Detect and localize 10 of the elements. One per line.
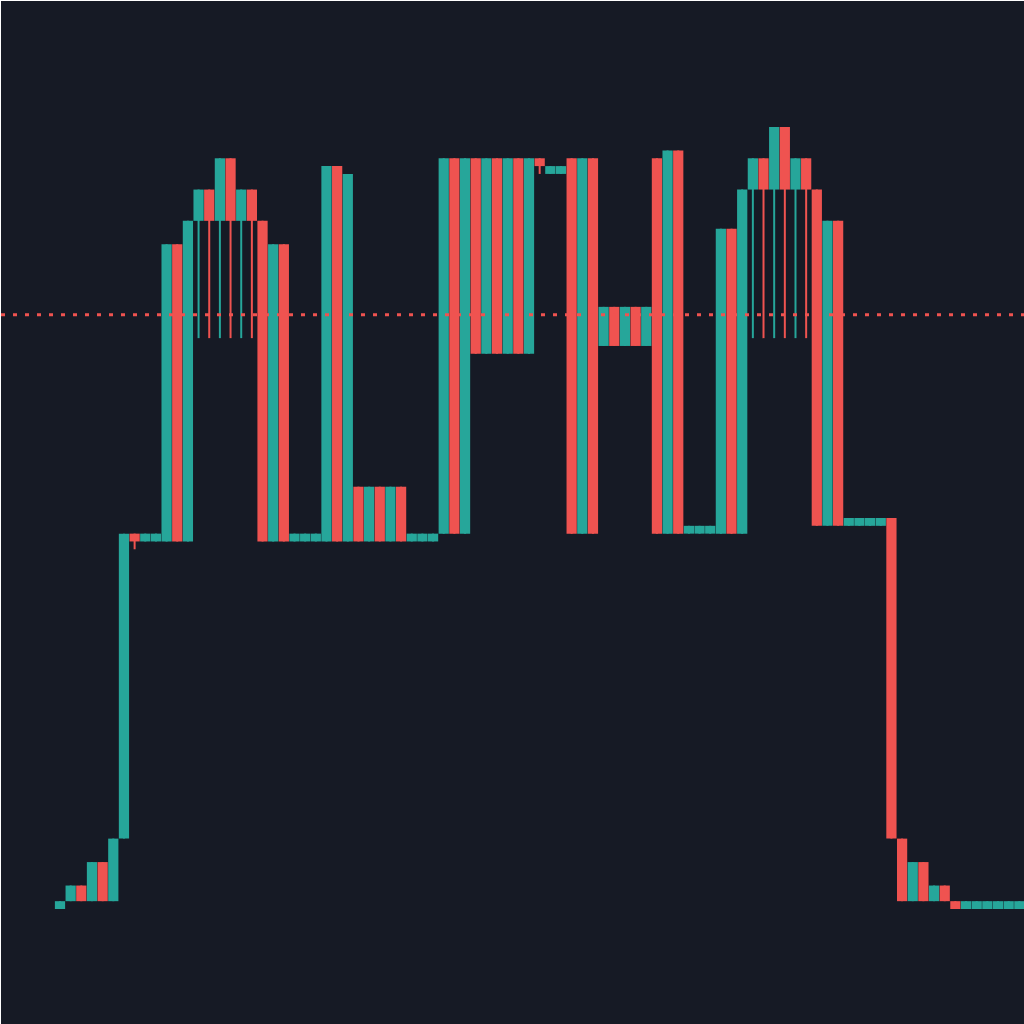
candlestick [97, 861, 108, 903]
candlestick [790, 157, 801, 340]
candlestick [641, 305, 652, 347]
candlestick [747, 157, 758, 340]
candlestick [907, 861, 918, 903]
candlestick [86, 861, 98, 903]
candlestick [193, 188, 204, 340]
candlestick [619, 305, 631, 347]
candlestick [236, 188, 247, 340]
candlestick [918, 861, 929, 903]
